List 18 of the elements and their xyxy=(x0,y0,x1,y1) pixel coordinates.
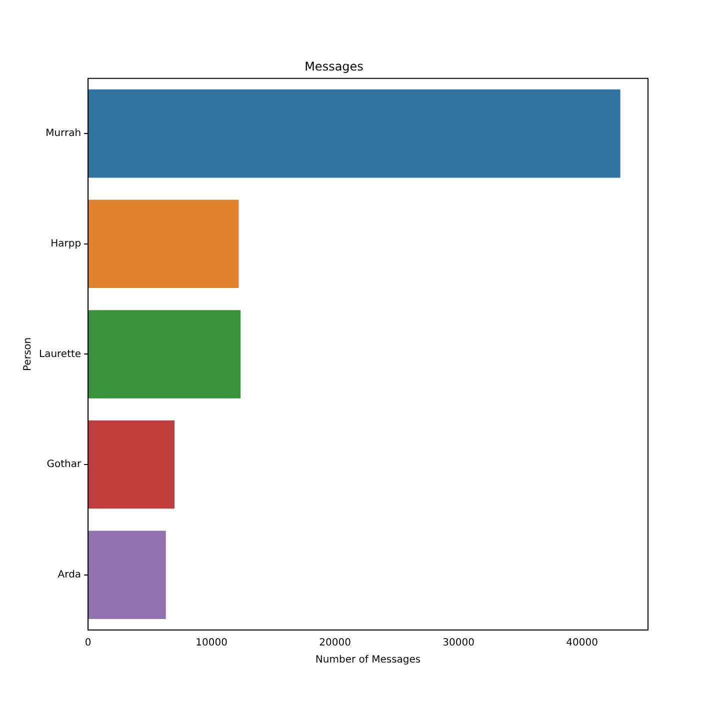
y-axis-title: Person xyxy=(22,337,34,372)
x-axis-title: Number of Messages xyxy=(315,654,421,666)
y-tick-label: Laurette xyxy=(38,348,82,360)
y-tick-label: Harpp xyxy=(50,238,82,250)
bar xyxy=(88,89,620,178)
y-tick-label: Arda xyxy=(58,569,82,580)
bar xyxy=(88,200,239,288)
y-tick-label: Gothar xyxy=(46,459,82,470)
bar xyxy=(88,530,166,619)
x-tick-label: 30000 xyxy=(442,638,474,649)
bar xyxy=(88,420,175,509)
x-tick-label: 0 xyxy=(84,638,92,649)
x-tick-label: 20000 xyxy=(319,638,351,649)
chart-title: Messages xyxy=(304,59,364,74)
bar xyxy=(88,310,241,398)
x-tick-label: 10000 xyxy=(196,638,228,649)
x-tick-label: 40000 xyxy=(566,638,598,649)
y-tick-label: Murrah xyxy=(46,128,82,140)
